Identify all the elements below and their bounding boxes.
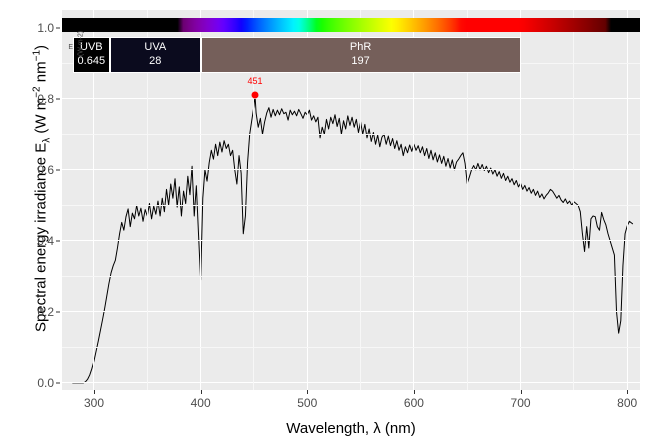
x-axis-title: Wavelength, λ (nm) — [286, 420, 416, 437]
waveband-label: UVB — [80, 41, 103, 54]
y-axis-tick-label: 1.0 — [37, 20, 54, 35]
x-axis-tick-mark — [520, 390, 522, 394]
grid-line-vertical — [200, 10, 202, 390]
grid-line-vertical — [413, 10, 415, 390]
x-axis-tick-label: 800 — [617, 396, 638, 410]
grid-line-horizontal-minor — [62, 133, 640, 135]
y-axis-tick-mark — [56, 311, 60, 313]
waveband-box-uvb: UVB 0.645 — [72, 37, 110, 73]
x-axis-tick-label: 700 — [510, 396, 531, 410]
grid-line-vertical-minor — [360, 10, 362, 390]
x-axis-tick-mark — [627, 390, 629, 394]
grid-line-horizontal — [62, 311, 640, 313]
waveband-label: PhR — [349, 41, 372, 54]
data-polyline — [72, 94, 634, 384]
grid-line-vertical-minor — [573, 10, 575, 390]
waveband-box-uva: UVA 28 — [109, 37, 201, 73]
y-axis-tick-mark — [56, 240, 60, 242]
grid-line-horizontal-minor — [62, 204, 640, 206]
waveband-value: 28 — [149, 55, 162, 67]
waveband-value: 0.645 — [77, 55, 106, 67]
grid-line-vertical — [520, 10, 522, 390]
y-axis-tick-mark — [56, 169, 60, 171]
grid-line-vertical — [626, 10, 628, 390]
grid-line-vertical — [93, 10, 95, 390]
grid-line-horizontal — [62, 169, 640, 171]
y-axis-tick-mark — [56, 27, 60, 29]
y-axis-tick-mark — [56, 98, 60, 100]
waveband-unit-text: (W m-2) — [77, 30, 85, 57]
x-axis-tick-label: 400 — [190, 396, 211, 410]
peak-annotation-dot — [251, 91, 259, 99]
grid-line-vertical-minor — [253, 10, 255, 390]
grid-line-horizontal-minor — [62, 346, 640, 348]
peak-annotation-label: 451 — [247, 76, 263, 87]
y-axis-tick-label: 0.2 — [37, 304, 54, 319]
grid-line-horizontal — [62, 240, 640, 242]
grid-line-horizontal — [62, 98, 640, 100]
waveband-unit-axis-label: E — [68, 44, 74, 51]
y-axis-tick-label: 0.4 — [37, 233, 54, 248]
y-axis-title: Spectral energy irradiance Eλ (W m−2 nm−… — [31, 44, 53, 333]
y-axis-tick-label: 0.0 — [37, 375, 54, 390]
grid-line-vertical-minor — [466, 10, 468, 390]
y-axis-tick-mark — [56, 382, 60, 384]
y-axis-tick-label: 0.6 — [37, 162, 54, 177]
spectral-irradiance-line — [72, 94, 634, 384]
x-axis-tick-mark — [93, 390, 95, 394]
grid-line-horizontal-minor — [62, 275, 640, 277]
x-axis-tick-label: 300 — [83, 396, 104, 410]
grid-line-vertical — [306, 10, 308, 390]
x-axis-tick-label: 500 — [297, 396, 318, 410]
x-axis-tick-mark — [307, 390, 309, 394]
waveband-value: 197 — [351, 55, 370, 67]
x-axis-tick-mark — [200, 390, 202, 394]
visible-spectrum-gradient-bar — [62, 18, 640, 32]
grid-line-horizontal — [62, 382, 640, 384]
grid-line-vertical-minor — [146, 10, 148, 390]
x-axis-tick-label: 600 — [403, 396, 424, 410]
waveband-label: UVA — [144, 41, 167, 54]
waveband-box-phr: PhR 197 — [200, 37, 521, 73]
x-axis-tick-mark — [413, 390, 415, 394]
y-axis-tick-label: 0.8 — [37, 91, 54, 106]
